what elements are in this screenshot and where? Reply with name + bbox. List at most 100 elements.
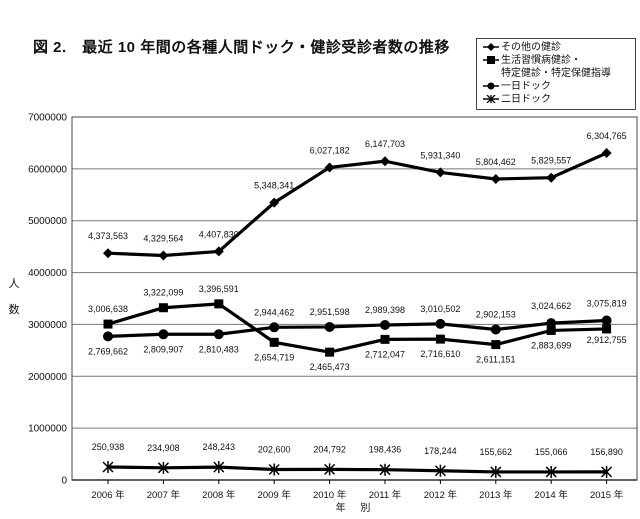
x-tick-label: 2008 年 [202, 489, 236, 501]
data-label: 3,396,591 [199, 284, 239, 294]
data-label: 2,951,598 [310, 307, 350, 317]
x-tick-label: 2011 年 [369, 489, 402, 501]
data-point-diamond [435, 167, 446, 178]
y-axis-label: 数 [9, 303, 20, 316]
data-label: 2,712,047 [365, 349, 405, 359]
data-point-square [602, 324, 612, 334]
data-label: 202,600 [258, 444, 291, 454]
legend: その他の健診 生活習慣病健診・ 特定健診・特定保健指導 一日ドック 二日ドック [476, 38, 636, 110]
x-tick-label: 2014 年 [535, 489, 569, 501]
data-label: 155,662 [480, 447, 513, 457]
data-point-asterisk [268, 463, 280, 476]
y-tick-label: 3000000 [28, 320, 67, 331]
data-point-diamond [269, 197, 280, 208]
y-tick-label: 0 [61, 476, 67, 487]
data-label: 198,436 [369, 445, 402, 455]
data-label: 4,407,830 [199, 229, 239, 239]
data-label: 2,465,473 [310, 362, 350, 372]
legend-item-lifestyle-cont: 特定健診・特定保健指導 [501, 67, 611, 80]
data-label: 5,804,462 [476, 157, 516, 167]
y-tick-label: 4000000 [28, 268, 67, 279]
legend-label: 二日ドック [501, 94, 551, 105]
data-point-asterisk [545, 465, 557, 478]
data-label: 2,989,398 [365, 305, 405, 315]
data-label: 2,944,462 [254, 307, 294, 317]
data-label: 3,006,638 [88, 304, 128, 314]
data-label: 3,075,819 [587, 298, 627, 308]
data-point-circle [103, 331, 113, 342]
y-tick-label: 1000000 [28, 424, 67, 435]
data-label: 3,010,502 [420, 304, 460, 314]
data-point-asterisk [157, 461, 169, 474]
plot-area [71, 116, 638, 481]
data-point-circle [158, 329, 169, 340]
data-label: 204,792 [313, 444, 346, 454]
data-point-diamond [158, 250, 169, 261]
data-point-circle [601, 315, 612, 326]
x-tick-label: 2010 年 [313, 489, 347, 501]
data-point-square [103, 319, 113, 329]
data-point-square [214, 299, 224, 309]
data-label: 2,912,755 [587, 335, 627, 345]
data-label: 248,243 [203, 442, 236, 452]
legend-label: 生活習慣病健診・ [501, 55, 581, 66]
series-line [107, 465, 607, 474]
data-point-square [491, 340, 501, 350]
data-point-asterisk [213, 461, 225, 474]
data-label: 6,147,703 [365, 139, 405, 149]
data-point-diamond [213, 246, 224, 257]
legend-item-lifestyle: 生活習慣病健診・ [483, 54, 581, 67]
data-point-square [380, 334, 390, 344]
data-point-circle [324, 321, 335, 332]
data-point-square [158, 303, 168, 313]
data-point-circle [269, 322, 280, 333]
x-tick-label: 2015 年 [590, 489, 624, 501]
data-point-asterisk [324, 463, 336, 476]
data-point-diamond [546, 172, 557, 183]
data-point-circle [380, 319, 390, 330]
x-tick-label: 2009 年 [258, 489, 292, 501]
data-point-diamond [380, 156, 390, 167]
legend-item-other: その他の健診 [483, 41, 561, 54]
data-label: 156,890 [590, 447, 623, 457]
series-line [107, 318, 607, 338]
data-label: 2,654,719 [254, 352, 294, 362]
data-label: 2,769,662 [88, 346, 128, 356]
data-point-circle [546, 318, 557, 329]
legend-label: その他の健診 [501, 42, 561, 53]
x-tick-label: 2013 年 [479, 489, 513, 501]
data-point-circle [435, 318, 446, 329]
data-label: 2,902,153 [476, 310, 516, 320]
chart-title: 図 2. 最近 10 年間の各種人間ドック・健診受診者数の推移 [33, 39, 450, 56]
data-point-diamond [601, 148, 612, 159]
data-label: 6,027,182 [310, 145, 350, 155]
data-label: 6,304,765 [587, 131, 627, 141]
data-point-diamond [324, 162, 335, 173]
data-label: 155,066 [535, 447, 568, 457]
data-label: 234,908 [147, 443, 180, 453]
data-label: 4,373,563 [88, 231, 128, 241]
y-tick-label: 5000000 [28, 216, 67, 227]
data-label: 3,322,099 [143, 288, 183, 298]
series-line [107, 302, 607, 354]
data-label: 2,809,907 [143, 344, 183, 354]
data-label: 2,716,610 [420, 349, 460, 359]
data-point-square [269, 337, 279, 347]
data-point-asterisk [434, 464, 446, 477]
x-tick-label: 2012 年 [424, 489, 458, 501]
data-label: 3,024,662 [531, 301, 571, 311]
legend-label: 特定健診・特定保健指導 [501, 68, 611, 79]
y-tick-label: 7000000 [28, 113, 67, 124]
data-point-asterisk [490, 465, 502, 478]
data-label: 250,938 [92, 442, 125, 452]
series-line [107, 151, 608, 258]
data-point-circle [490, 324, 501, 335]
data-point-square [435, 334, 445, 344]
x-tick-label: 2007 年 [147, 489, 181, 501]
data-label: 5,829,557 [531, 156, 571, 166]
data-label: 4,329,564 [143, 233, 183, 243]
data-label: 2,810,483 [199, 344, 239, 354]
x-tick-label: 2006 年 [91, 489, 125, 501]
data-label: 5,348,341 [254, 181, 294, 191]
